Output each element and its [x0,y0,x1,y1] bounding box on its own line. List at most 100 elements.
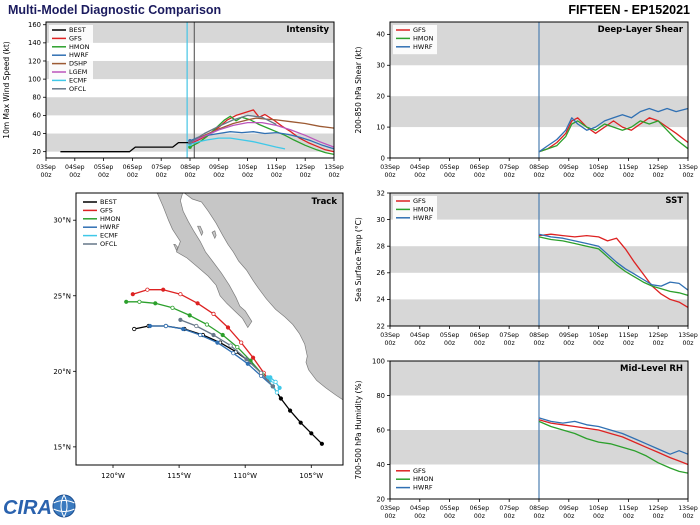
svg-text:00z: 00z [563,172,574,179]
svg-text:Sea Surface Temp (°C): Sea Surface Temp (°C) [354,217,363,302]
svg-text:00z: 00z [474,340,485,347]
svg-text:10Sep: 10Sep [589,332,609,339]
svg-text:Intensity: Intensity [286,25,329,35]
svg-text:00z: 00z [623,513,634,520]
svg-text:04Sep: 04Sep [65,164,85,171]
svg-text:00z: 00z [213,172,224,179]
svg-text:00z: 00z [414,513,425,520]
svg-text:03Sep: 03Sep [380,164,400,171]
svg-text:115°W: 115°W [167,472,191,480]
svg-text:09Sep: 09Sep [559,332,579,339]
svg-text:08Sep: 08Sep [529,332,549,339]
svg-text:HMON: HMON [413,34,434,42]
svg-text:05Sep: 05Sep [94,164,114,171]
svg-text:00z: 00z [384,340,395,347]
svg-text:00z: 00z [682,513,693,520]
svg-text:00z: 00z [504,513,515,520]
svg-text:HWRF: HWRF [69,51,89,59]
svg-text:13Sep: 13Sep [678,505,698,512]
svg-text:HWRF: HWRF [100,223,120,231]
globe-lines [53,494,75,518]
svg-text:08Sep: 08Sep [529,164,549,171]
svg-text:80: 80 [376,392,385,400]
svg-text:30°N: 30°N [53,217,71,225]
svg-text:09Sep: 09Sep [559,505,579,512]
deep-layer-shear-chart: 01020304003Sep00z04Sep00z05Sep00z06Sep00… [354,21,698,179]
svg-text:00z: 00z [98,172,109,179]
svg-text:26: 26 [376,269,385,277]
globe-icon [52,494,76,518]
svg-text:110°W: 110°W [233,472,257,480]
svg-text:Deep-Layer Shear: Deep-Layer Shear [598,25,684,35]
svg-text:00z: 00z [533,340,544,347]
svg-text:00z: 00z [414,172,425,179]
svg-text:00z: 00z [444,513,455,520]
svg-text:09Sep: 09Sep [559,164,579,171]
svg-text:140: 140 [28,39,41,47]
svg-text:GFS: GFS [69,34,82,42]
svg-text:06Sep: 06Sep [470,164,490,171]
svg-text:SST: SST [665,196,683,206]
svg-text:120: 120 [28,57,41,65]
svg-text:20: 20 [376,92,385,100]
svg-text:40: 40 [376,31,385,39]
svg-text:00z: 00z [242,172,253,179]
svg-text:OFCL: OFCL [100,240,117,248]
svg-text:HMON: HMON [100,215,121,223]
svg-text:04Sep: 04Sep [410,164,430,171]
svg-text:00z: 00z [474,172,485,179]
svg-text:GFS: GFS [413,197,426,205]
svg-text:00z: 00z [533,513,544,520]
svg-text:12Sep: 12Sep [648,164,668,171]
svg-text:03Sep: 03Sep [380,505,400,512]
svg-text:00z: 00z [384,513,395,520]
svg-text:03Sep: 03Sep [36,164,56,171]
svg-text:105°W: 105°W [299,472,323,480]
svg-text:20°N: 20°N [53,368,71,376]
svg-text:00z: 00z [156,172,167,179]
storm-id: FIFTEEN - EP152021 [568,3,690,17]
svg-text:11Sep: 11Sep [267,164,287,171]
svg-text:40: 40 [32,130,41,138]
sst-chart: 22242628303203Sep00z04Sep00z05Sep00z06Se… [354,189,698,347]
svg-text:03Sep: 03Sep [380,332,400,339]
svg-text:00z: 00z [184,172,195,179]
svg-text:00z: 00z [300,172,311,179]
svg-text:00z: 00z [69,172,80,179]
svg-text:00z: 00z [414,340,425,347]
svg-text:80: 80 [32,94,41,102]
svg-text:100: 100 [372,357,385,365]
svg-text:60: 60 [376,426,385,434]
svg-text:BEST: BEST [100,198,117,206]
mid-level-rh-chart: 2040608010003Sep00z04Sep00z05Sep00z06Sep… [354,357,698,520]
intensity-chart: 2040608010012014016003Sep00z04Sep00z05Se… [2,21,344,179]
svg-text:120°W: 120°W [101,472,125,480]
svg-text:07Sep: 07Sep [499,164,519,171]
svg-text:0: 0 [381,154,385,162]
svg-text:30: 30 [376,62,385,70]
svg-text:DSHP: DSHP [69,60,87,68]
svg-text:07Sep: 07Sep [499,505,519,512]
svg-text:13Sep: 13Sep [678,332,698,339]
svg-text:04Sep: 04Sep [410,332,430,339]
svg-text:LGEM: LGEM [69,68,87,76]
svg-text:10Sep: 10Sep [238,164,258,171]
svg-text:10Sep: 10Sep [589,164,609,171]
svg-text:32: 32 [376,189,385,197]
svg-text:11Sep: 11Sep [619,505,639,512]
svg-text:08Sep: 08Sep [529,505,549,512]
svg-text:Mid-Level RH: Mid-Level RH [620,364,683,374]
svg-text:06Sep: 06Sep [470,505,490,512]
svg-text:10Sep: 10Sep [589,505,609,512]
svg-text:00z: 00z [271,172,282,179]
svg-text:24: 24 [376,296,385,304]
svg-text:15°N: 15°N [53,443,71,451]
svg-text:200-850 hPa Shear (kt): 200-850 hPa Shear (kt) [354,46,363,133]
svg-text:00z: 00z [444,340,455,347]
page-title: Multi-Model Diagnostic Comparison [8,3,222,17]
svg-text:12Sep: 12Sep [648,505,668,512]
svg-text:HWRF: HWRF [413,43,433,51]
svg-text:05Sep: 05Sep [440,164,460,171]
svg-text:10: 10 [376,123,385,131]
svg-text:GFS: GFS [413,26,426,34]
